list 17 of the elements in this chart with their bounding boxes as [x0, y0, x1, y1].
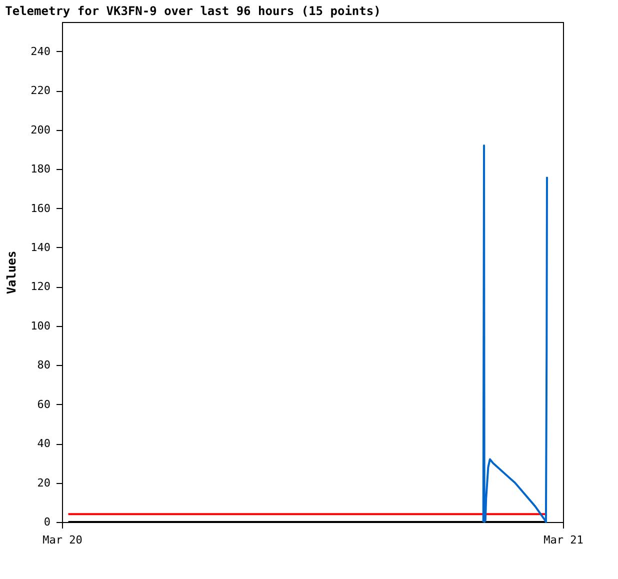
- y-tick-label: 240: [30, 44, 50, 58]
- y-tick-label: 0: [44, 516, 50, 528]
- y-axis-title: Values: [4, 250, 19, 294]
- chart-title: Telemetry for VK3FN-9 over last 96 hours (15 points): [5, 4, 381, 18]
- y-tick-label: 120: [30, 280, 50, 294]
- y-tick-label: 40: [37, 437, 50, 450]
- x-tick-label: Mar 21: [544, 534, 584, 546]
- y-tick-label: 140: [30, 240, 50, 254]
- y-tick-label: 160: [30, 202, 50, 215]
- x-tick-label: Mar 20: [42, 534, 82, 546]
- y-tick-label: 80: [37, 358, 50, 372]
- y-tick-label: 180: [30, 162, 50, 176]
- y-tick-label: 20: [37, 476, 50, 490]
- y-tick-label: 220: [30, 84, 50, 98]
- y-tick-label: 60: [37, 398, 50, 411]
- y-tick-label: 200: [30, 123, 50, 136]
- y-tick-label: 100: [30, 319, 50, 332]
